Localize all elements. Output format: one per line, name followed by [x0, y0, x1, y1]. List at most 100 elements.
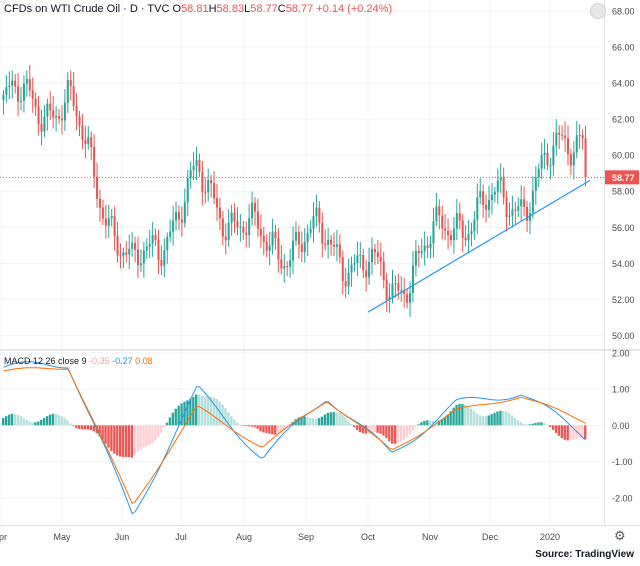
- candle-body: [154, 235, 157, 240]
- histogram-bar: [92, 425, 96, 432]
- macd-pane[interactable]: [2, 361, 587, 515]
- histogram-bar: [531, 423, 534, 426]
- histogram-bar: [154, 425, 157, 441]
- candle-body: [189, 170, 192, 179]
- histogram-bar: [420, 422, 423, 426]
- histogram-bar: [98, 425, 101, 437]
- candle-body: [245, 232, 248, 235]
- candle-body: [537, 168, 540, 178]
- candle-body: [22, 83, 25, 101]
- candle-body: [312, 216, 315, 229]
- histogram-bar: [470, 408, 473, 426]
- candle-body: [172, 220, 175, 232]
- histogram-bar: [37, 421, 40, 426]
- candle-body: [96, 176, 99, 199]
- histogram-bar: [165, 422, 169, 426]
- candle-body: [60, 118, 63, 121]
- histogram-bar: [385, 425, 388, 439]
- candle-body: [473, 219, 476, 232]
- candle-body: [546, 152, 549, 166]
- macd-label[interactable]: MACD 12 26 close 9: [4, 356, 87, 366]
- histogram-bar: [89, 425, 93, 431]
- histogram-bar: [373, 425, 376, 433]
- candle-body: [297, 231, 300, 245]
- histogram-bar: [572, 425, 575, 440]
- candle-body: [566, 138, 570, 155]
- candle-body: [429, 243, 432, 248]
- candle-body: [87, 137, 90, 145]
- candle-body: [136, 249, 140, 266]
- macd-line-value: -0.27: [112, 356, 133, 366]
- histogram-bar: [51, 413, 55, 426]
- histogram-bar: [159, 425, 163, 433]
- gear-icon[interactable]: ⚙: [614, 528, 626, 543]
- candle-body: [411, 265, 414, 293]
- time-tick-label: Jun: [115, 532, 130, 542]
- macd-line: [3, 361, 586, 515]
- histogram-bar: [42, 417, 46, 426]
- candle-body: [139, 263, 142, 266]
- time-tick-label: Oct: [361, 532, 376, 542]
- histogram-bar: [212, 397, 215, 426]
- histogram-bar: [19, 416, 22, 426]
- candle-body: [148, 243, 151, 247]
- price-pane[interactable]: [0, 65, 604, 317]
- histogram-bar: [326, 412, 330, 426]
- histogram-bar: [338, 413, 341, 426]
- macd-tick-label: 2.00: [612, 348, 630, 358]
- histogram-bar: [203, 396, 207, 426]
- candle-body: [441, 215, 444, 229]
- histogram-bar: [484, 416, 487, 426]
- candle-body: [444, 228, 447, 231]
- histogram-bar: [502, 410, 505, 426]
- price-tick-label: 66.00: [612, 42, 635, 52]
- candle-body: [107, 218, 110, 226]
- symbol-title[interactable]: CFDs on WTI Crude Oil · D · TVC: [4, 3, 170, 15]
- candle-body: [195, 159, 198, 166]
- histogram-bar: [437, 420, 441, 426]
- candle-body: [116, 236, 119, 256]
- histogram-bar: [355, 425, 359, 430]
- candle-body: [526, 206, 529, 221]
- candle-body: [210, 180, 213, 184]
- candle-body: [464, 237, 467, 241]
- candle-body: [370, 249, 374, 263]
- candle-body: [534, 177, 537, 191]
- candle-body: [426, 245, 429, 248]
- price-change: +0.14 (+0.24%): [316, 3, 393, 15]
- candle-body: [233, 212, 236, 222]
- histogram-bar: [168, 417, 172, 426]
- candle-body: [251, 202, 254, 219]
- candle-body: [356, 255, 359, 264]
- histogram-bar: [72, 425, 75, 427]
- candle-body: [37, 106, 40, 125]
- histogram-bar: [218, 401, 221, 426]
- histogram-bar: [189, 398, 192, 426]
- candle-body: [289, 260, 292, 267]
- time-tick-label: Nov: [422, 532, 439, 542]
- histogram-bar: [367, 425, 370, 434]
- ohlc-key: H: [208, 3, 217, 15]
- candle-body: [119, 255, 122, 257]
- histogram-bar: [13, 413, 17, 426]
- candle-body: [461, 220, 464, 238]
- candle-body: [300, 244, 303, 252]
- candle-body: [66, 80, 69, 103]
- candle-body: [90, 137, 93, 148]
- candle-body: [485, 204, 488, 210]
- candle-body: [110, 216, 113, 219]
- settings-toggle-icon[interactable]: [590, 3, 606, 19]
- candle-body: [218, 207, 221, 219]
- histogram-bar: [487, 415, 490, 426]
- histogram-bar: [224, 408, 227, 426]
- candle-body: [365, 270, 368, 278]
- histogram-bar: [528, 424, 531, 426]
- candle-body: [101, 207, 104, 219]
- histogram-bar: [335, 412, 338, 426]
- candle-body: [227, 222, 230, 241]
- candle-body: [253, 202, 257, 212]
- histogram-bar: [566, 425, 569, 441]
- candle-body: [34, 98, 37, 107]
- histogram-bar: [45, 416, 49, 426]
- histogram-bar: [452, 407, 455, 426]
